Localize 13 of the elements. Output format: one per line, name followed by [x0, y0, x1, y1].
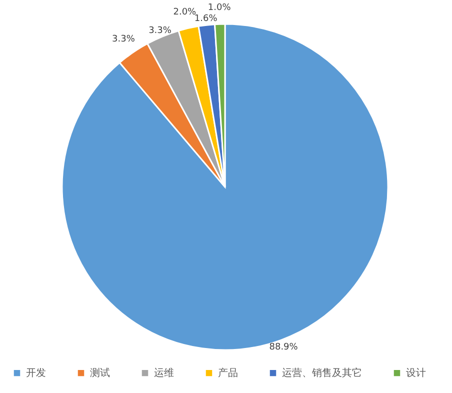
legend-label: 运营、销售及其它	[282, 367, 362, 380]
legend-label: 测试	[90, 367, 110, 380]
legend-label: 开发	[26, 368, 46, 380]
data-label: 2.0%	[173, 8, 197, 18]
data-label: 3.3%	[148, 26, 172, 36]
data-label: 1.0%	[208, 3, 232, 14]
legend-label: 设计	[406, 367, 426, 380]
data-label: 3.3%	[112, 34, 136, 44]
pie-slice	[61, 23, 389, 351]
data-label: 1.6%	[194, 14, 218, 24]
data-label: 88.9%	[269, 342, 298, 353]
legend-label: 运维	[154, 367, 174, 380]
legend-label: 产品	[218, 367, 238, 380]
